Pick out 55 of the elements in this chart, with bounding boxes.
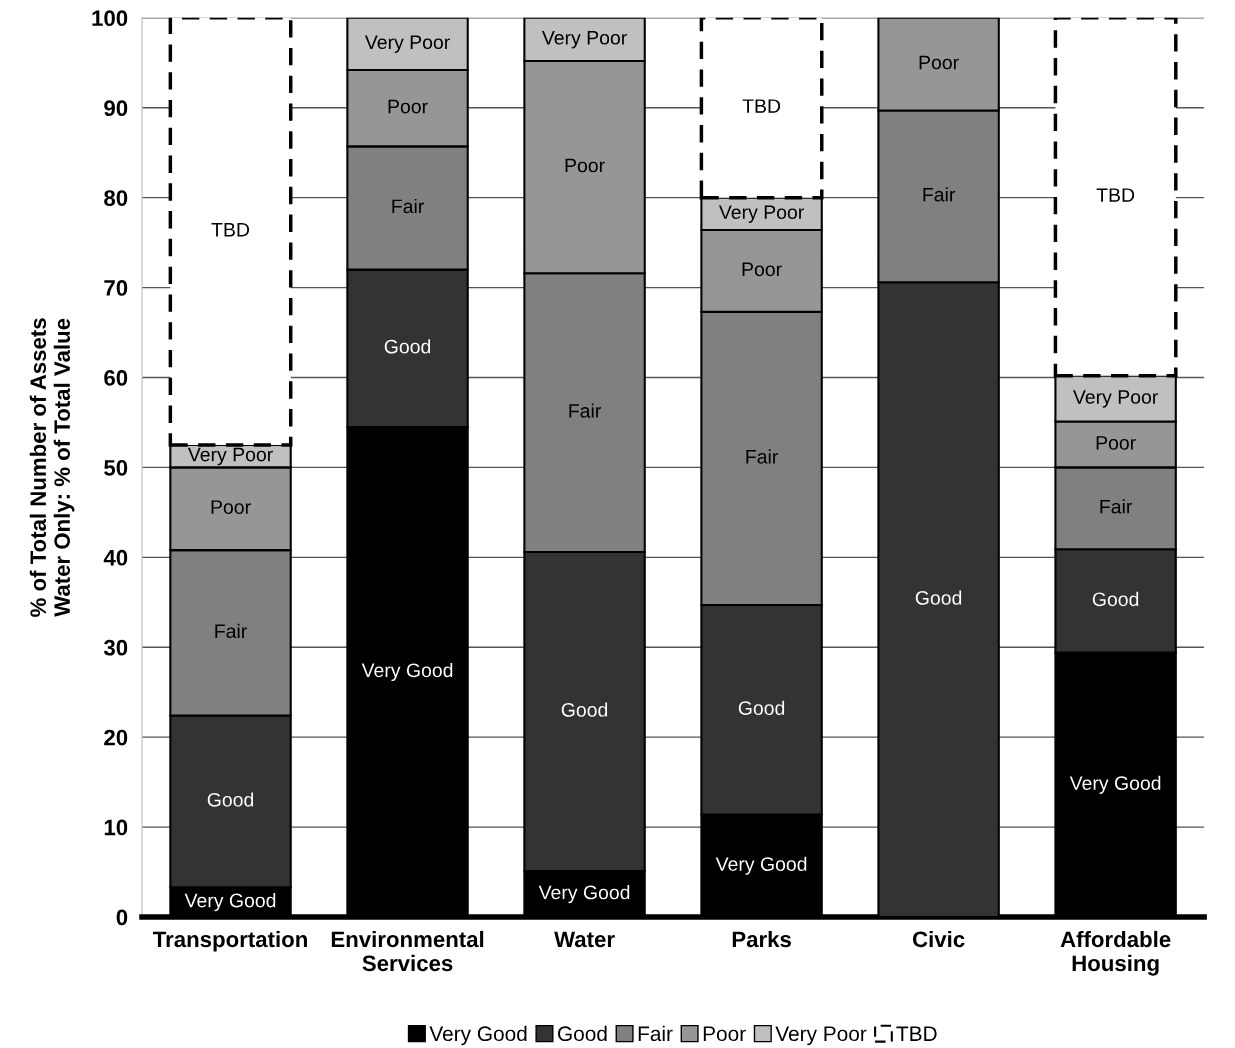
x-tick-label: Environmental Services <box>331 930 484 972</box>
data-label: Very Poor <box>541 31 627 49</box>
data-label: Poor <box>211 500 251 514</box>
legend-label: Very Poor <box>775 1026 867 1046</box>
data-label: Very Good <box>1069 775 1161 794</box>
y-tick-label: 70 <box>104 280 128 296</box>
data-label: Poor <box>919 55 959 70</box>
data-label: Good <box>384 339 431 354</box>
data-label: Fair <box>569 403 601 418</box>
data-label: Very Poor <box>1073 390 1158 408</box>
legend-label: Good <box>558 1025 607 1042</box>
x-tick-label: Civic <box>912 930 965 948</box>
legend-label: Poor <box>703 1026 746 1042</box>
y-axis-title: % of Total Number of Assets Water Only: % of Total Value <box>29 318 75 617</box>
data-label: TBD <box>742 99 781 113</box>
data-label: Very Good <box>361 662 453 682</box>
data-label: Good <box>915 590 962 605</box>
data-label: Poor <box>388 99 428 114</box>
y-tick-label: 20 <box>104 729 128 746</box>
data-label: Poor <box>742 262 782 277</box>
y-tick-label: 60 <box>104 370 128 386</box>
data-label: Poor <box>1096 436 1136 450</box>
x-tick-label: Affordable Housing <box>1060 930 1171 976</box>
y-tick-label: 90 <box>104 100 128 117</box>
legend-label: Fair <box>638 1025 673 1042</box>
data-label: Fair <box>215 623 247 639</box>
data-label: Very Poor <box>364 35 450 53</box>
data-label: Good <box>207 792 254 807</box>
data-label: Very Poor <box>187 447 273 466</box>
data-label: Very Poor <box>718 205 804 223</box>
data-label: Good <box>1092 591 1139 607</box>
data-label: Poor <box>565 158 605 173</box>
y-tick-label: 50 <box>104 459 128 476</box>
data-label: Good <box>738 700 785 715</box>
data-label: Very Good <box>184 893 276 912</box>
data-label: Fair <box>392 198 424 214</box>
y-tick-label: 0 <box>116 909 128 926</box>
x-tick-label: Parks <box>732 930 791 948</box>
data-label: Very Good <box>538 885 630 904</box>
data-label: TBD <box>211 223 250 237</box>
data-label: Fair <box>923 187 956 202</box>
data-label: Good <box>561 702 608 717</box>
y-tick-label: 100 <box>92 10 128 27</box>
data-label: Fair <box>746 449 779 464</box>
y-tick-label: 40 <box>103 549 128 566</box>
y-tick-label: 80 <box>104 190 128 206</box>
y-tick-label: 30 <box>103 639 128 656</box>
legend-label: Very Good <box>429 1025 527 1046</box>
data-label: Fair <box>1100 499 1133 514</box>
x-tick-label: Transportation <box>153 930 307 952</box>
legend-label: TBD <box>896 1026 937 1041</box>
data-label: Very Good <box>715 856 807 875</box>
y-tick-label: 10 <box>104 819 128 836</box>
x-tick-label: Water <box>554 931 615 948</box>
data-label: TBD <box>1096 188 1135 202</box>
